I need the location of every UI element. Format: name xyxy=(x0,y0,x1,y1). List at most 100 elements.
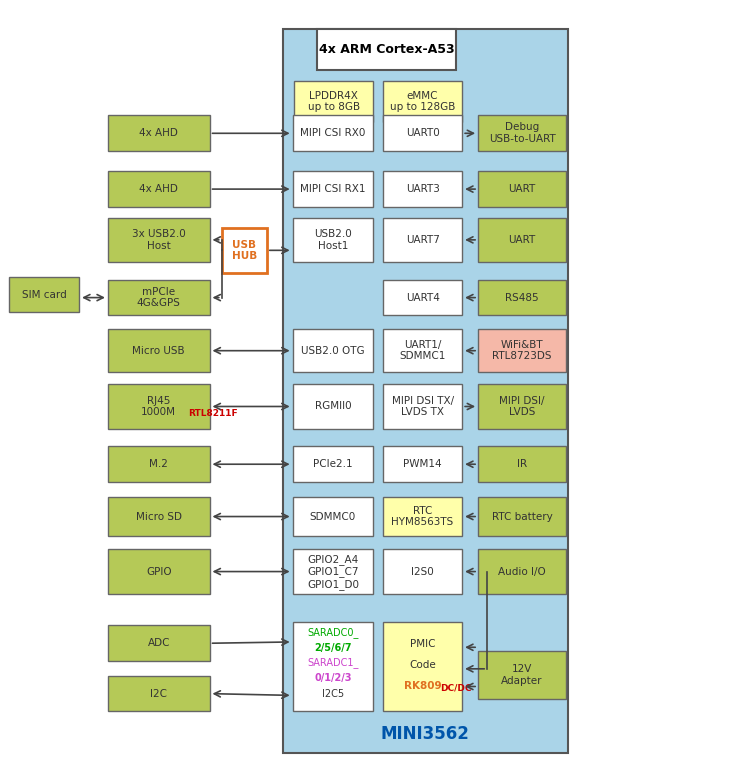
Text: Micro SD: Micro SD xyxy=(136,512,182,522)
Text: MIPI DSI/
LVDS: MIPI DSI/ LVDS xyxy=(499,396,545,417)
FancyBboxPatch shape xyxy=(478,384,566,429)
FancyBboxPatch shape xyxy=(293,384,373,429)
FancyBboxPatch shape xyxy=(478,446,566,482)
Text: ADC: ADC xyxy=(148,639,170,648)
Text: M.2: M.2 xyxy=(149,460,168,469)
Text: UART: UART xyxy=(508,235,536,245)
Text: 12V
Adapter: 12V Adapter xyxy=(501,664,543,686)
FancyBboxPatch shape xyxy=(478,218,566,262)
FancyBboxPatch shape xyxy=(293,171,373,207)
Text: RTL8211F: RTL8211F xyxy=(188,408,238,418)
Text: MINI3562: MINI3562 xyxy=(381,725,470,743)
Text: I2C: I2C xyxy=(150,689,167,698)
FancyBboxPatch shape xyxy=(108,115,210,151)
Text: USB
HUB: USB HUB xyxy=(231,239,257,261)
Text: GPIO: GPIO xyxy=(146,567,171,577)
Text: GPIO2_A4
GPIO1_C7
GPIO1_D0: GPIO2_A4 GPIO1_C7 GPIO1_D0 xyxy=(307,553,359,590)
Text: USB2.0
Host1: USB2.0 Host1 xyxy=(314,229,352,250)
FancyBboxPatch shape xyxy=(478,115,566,151)
FancyBboxPatch shape xyxy=(478,497,566,536)
FancyBboxPatch shape xyxy=(293,497,373,536)
Text: eMMC
up to 128GB: eMMC up to 128GB xyxy=(390,91,455,112)
Text: DC/DC: DC/DC xyxy=(440,684,471,693)
Text: 4x AHD: 4x AHD xyxy=(139,184,178,194)
Text: PCIe2.1: PCIe2.1 xyxy=(313,460,353,469)
Text: MIPI DSI TX/
LVDS TX: MIPI DSI TX/ LVDS TX xyxy=(391,396,454,417)
FancyBboxPatch shape xyxy=(383,549,462,594)
Text: IR: IR xyxy=(517,460,527,469)
FancyBboxPatch shape xyxy=(317,29,456,70)
FancyBboxPatch shape xyxy=(283,29,568,753)
Text: RTC battery: RTC battery xyxy=(492,512,553,522)
FancyBboxPatch shape xyxy=(383,446,462,482)
FancyBboxPatch shape xyxy=(293,218,373,262)
Text: Code: Code xyxy=(409,660,436,670)
Text: Debug
USB-to-UART: Debug USB-to-UART xyxy=(489,122,556,144)
FancyBboxPatch shape xyxy=(108,549,210,594)
Text: UART0: UART0 xyxy=(406,129,440,138)
Text: UART: UART xyxy=(508,184,536,194)
Text: UART7: UART7 xyxy=(406,235,440,245)
FancyBboxPatch shape xyxy=(108,171,210,207)
Text: 3x USB2.0
Host: 3x USB2.0 Host xyxy=(132,229,185,250)
FancyBboxPatch shape xyxy=(383,384,462,429)
Text: RK809: RK809 xyxy=(404,681,441,691)
FancyBboxPatch shape xyxy=(383,81,462,122)
Text: I2S0: I2S0 xyxy=(411,567,434,577)
Text: RJ45
1000M: RJ45 1000M xyxy=(141,396,176,417)
FancyBboxPatch shape xyxy=(108,280,210,315)
Text: SDMMC0: SDMMC0 xyxy=(310,512,356,522)
Text: RTC
HYM8563TS: RTC HYM8563TS xyxy=(391,506,454,527)
Text: UART4: UART4 xyxy=(406,293,440,302)
FancyBboxPatch shape xyxy=(294,81,373,122)
FancyBboxPatch shape xyxy=(478,171,566,207)
FancyBboxPatch shape xyxy=(108,625,210,661)
Text: LPDDR4X
up to 8GB: LPDDR4X up to 8GB xyxy=(308,91,360,112)
Text: MIPI CSI RX0: MIPI CSI RX0 xyxy=(300,129,366,138)
Text: PWM14: PWM14 xyxy=(403,460,442,469)
FancyBboxPatch shape xyxy=(383,171,462,207)
FancyBboxPatch shape xyxy=(293,115,373,151)
Text: RGMII0: RGMII0 xyxy=(314,401,351,412)
Text: PMIC: PMIC xyxy=(410,639,435,649)
Text: I2C5: I2C5 xyxy=(322,689,344,699)
FancyBboxPatch shape xyxy=(478,329,566,372)
Text: MIPI CSI RX1: MIPI CSI RX1 xyxy=(300,184,366,194)
FancyBboxPatch shape xyxy=(383,622,462,711)
Text: 0/1/2/3: 0/1/2/3 xyxy=(314,673,351,684)
FancyBboxPatch shape xyxy=(108,676,210,711)
FancyBboxPatch shape xyxy=(108,497,210,536)
FancyBboxPatch shape xyxy=(383,329,462,372)
FancyBboxPatch shape xyxy=(293,446,373,482)
Text: WiFi&BT
RTL8723DS: WiFi&BT RTL8723DS xyxy=(492,340,552,361)
FancyBboxPatch shape xyxy=(383,218,462,262)
FancyBboxPatch shape xyxy=(293,622,373,711)
Text: UART3: UART3 xyxy=(406,184,440,194)
FancyBboxPatch shape xyxy=(108,384,210,429)
Text: Audio I/O: Audio I/O xyxy=(498,567,546,577)
Text: RS485: RS485 xyxy=(505,293,539,302)
FancyBboxPatch shape xyxy=(108,218,210,262)
FancyBboxPatch shape xyxy=(293,549,373,594)
FancyBboxPatch shape xyxy=(108,446,210,482)
Text: SIM card: SIM card xyxy=(22,290,66,299)
Text: 4x ARM Cortex-A53: 4x ARM Cortex-A53 xyxy=(319,43,454,56)
FancyBboxPatch shape xyxy=(108,329,210,372)
FancyBboxPatch shape xyxy=(9,277,79,312)
FancyBboxPatch shape xyxy=(383,115,462,151)
FancyBboxPatch shape xyxy=(478,651,566,699)
Text: 2/5/6/7: 2/5/6/7 xyxy=(314,642,351,653)
Text: SARADC1_: SARADC1_ xyxy=(307,658,359,669)
FancyBboxPatch shape xyxy=(383,497,462,536)
Text: 4x AHD: 4x AHD xyxy=(139,129,178,138)
FancyBboxPatch shape xyxy=(478,549,566,594)
Text: USB2.0 OTG: USB2.0 OTG xyxy=(301,346,365,356)
Text: Micro USB: Micro USB xyxy=(133,346,185,356)
FancyBboxPatch shape xyxy=(478,280,566,315)
FancyBboxPatch shape xyxy=(293,329,373,372)
Text: SARADC0_: SARADC0_ xyxy=(307,627,359,638)
FancyBboxPatch shape xyxy=(222,228,267,273)
Text: UART1/
SDMMC1: UART1/ SDMMC1 xyxy=(400,340,446,361)
Text: mPCIe
4G&GPS: mPCIe 4G&GPS xyxy=(136,287,181,308)
FancyBboxPatch shape xyxy=(383,280,462,315)
